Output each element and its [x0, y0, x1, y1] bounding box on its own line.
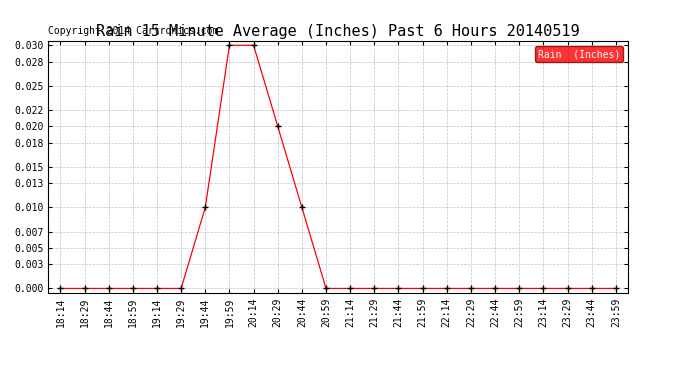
- Rain  (Inches): [467, 286, 475, 291]
- Legend: Rain  (Inches): Rain (Inches): [535, 46, 623, 62]
- Title: Rain 15 Minute Average (Inches) Past 6 Hours 20140519: Rain 15 Minute Average (Inches) Past 6 H…: [97, 24, 580, 39]
- Rain  (Inches): [515, 286, 524, 291]
- Rain  (Inches): [612, 286, 620, 291]
- Rain  (Inches): [201, 205, 210, 210]
- Rain  (Inches): [346, 286, 355, 291]
- Text: Copyright 2014 Cartronics.com: Copyright 2014 Cartronics.com: [48, 26, 219, 36]
- Rain  (Inches): [564, 286, 572, 291]
- Rain  (Inches): [105, 286, 113, 291]
- Line: Rain  (Inches): Rain (Inches): [57, 42, 619, 291]
- Rain  (Inches): [298, 205, 306, 210]
- Rain  (Inches): [153, 286, 161, 291]
- Rain  (Inches): [250, 43, 258, 48]
- Rain  (Inches): [395, 286, 403, 291]
- Rain  (Inches): [129, 286, 137, 291]
- Rain  (Inches): [322, 286, 331, 291]
- Rain  (Inches): [443, 286, 451, 291]
- Rain  (Inches): [226, 43, 234, 48]
- Rain  (Inches): [540, 286, 548, 291]
- Rain  (Inches): [177, 286, 186, 291]
- Rain  (Inches): [371, 286, 379, 291]
- Rain  (Inches): [57, 286, 65, 291]
- Rain  (Inches): [274, 124, 282, 129]
- Rain  (Inches): [491, 286, 500, 291]
- Rain  (Inches): [588, 286, 596, 291]
- Rain  (Inches): [80, 286, 88, 291]
- Rain  (Inches): [419, 286, 427, 291]
